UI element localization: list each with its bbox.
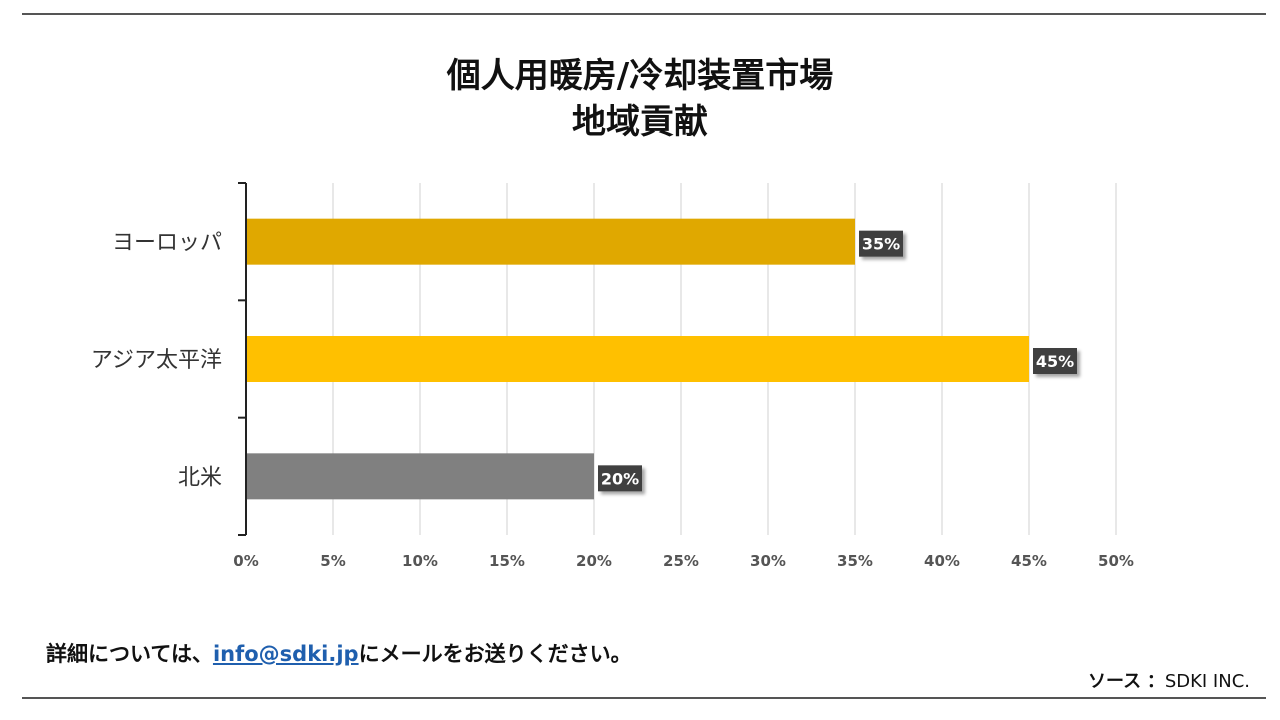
x-tick-label-35: 35% — [837, 552, 873, 570]
x-tick-label-15: 15% — [489, 552, 525, 570]
chart-title-line-1: 個人用暖房/冷却装置市場 — [446, 56, 834, 96]
source-separator: ： — [1146, 671, 1165, 692]
chart-title-line-2: 地域貢献 — [572, 102, 708, 142]
data-label-box-1 — [859, 230, 903, 257]
x-tick-label-50: 50% — [1098, 552, 1134, 570]
bar-1 — [247, 218, 855, 265]
data-label-box-3 — [598, 465, 642, 492]
bottom-divider — [22, 697, 1266, 699]
bar-3 — [247, 453, 594, 500]
bar-2 — [247, 336, 1029, 382]
source-credit: ソース ：SDKI INC. — [1088, 667, 1250, 693]
x-tick-label-10: 10% — [402, 552, 438, 570]
source-value: SDKI INC. — [1164, 671, 1250, 692]
contact-note-prefix: 詳細については、 — [46, 642, 213, 666]
source-label: ソース — [1087, 671, 1142, 692]
x-tick-label-20: 20% — [576, 552, 612, 570]
x-tick-label-25: 25% — [663, 552, 699, 570]
data-label-2: 45% — [1036, 352, 1074, 371]
contact-email-link[interactable]: info@sdki.jp — [212, 642, 359, 666]
x-tick-label-45: 45% — [1011, 552, 1047, 570]
data-label-3: 20% — [601, 469, 639, 488]
contact-note-suffix: にメールをお送りください。 — [358, 642, 632, 666]
top-divider — [22, 13, 1266, 15]
x-tick-label-30: 30% — [750, 552, 786, 570]
x-tick-label-5: 5% — [320, 552, 345, 570]
contact-note: 詳細については、info@sdki.jpにメールをお送りください。 — [46, 638, 632, 668]
x-tick-label-40: 40% — [924, 552, 960, 570]
category-label-1: ヨーロッパ — [112, 231, 222, 256]
category-label-3: 北米 — [178, 465, 222, 490]
category-label-2: アジア太平洋 — [91, 348, 222, 373]
x-tick-label-0: 0% — [233, 552, 258, 570]
data-label-box-2 — [1033, 348, 1077, 374]
data-label-1: 35% — [862, 235, 900, 254]
